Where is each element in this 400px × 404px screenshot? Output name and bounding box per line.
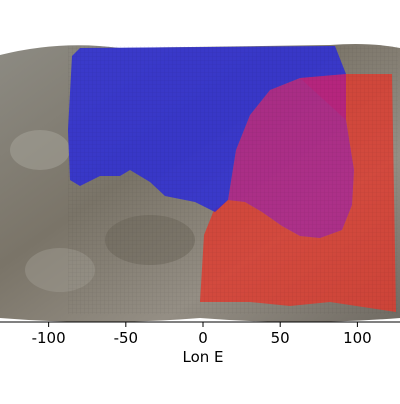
grid-overlay [68,46,398,314]
x-tick-label: 100 [343,329,372,347]
x-tick-label: 50 [271,329,290,347]
x-tick-label: 0 [198,329,208,347]
x-tick-label: -50 [114,329,139,347]
x-tick-label: -100 [32,329,66,347]
terrain-feature [10,130,70,170]
x-axis-label: Lon E [182,348,223,366]
